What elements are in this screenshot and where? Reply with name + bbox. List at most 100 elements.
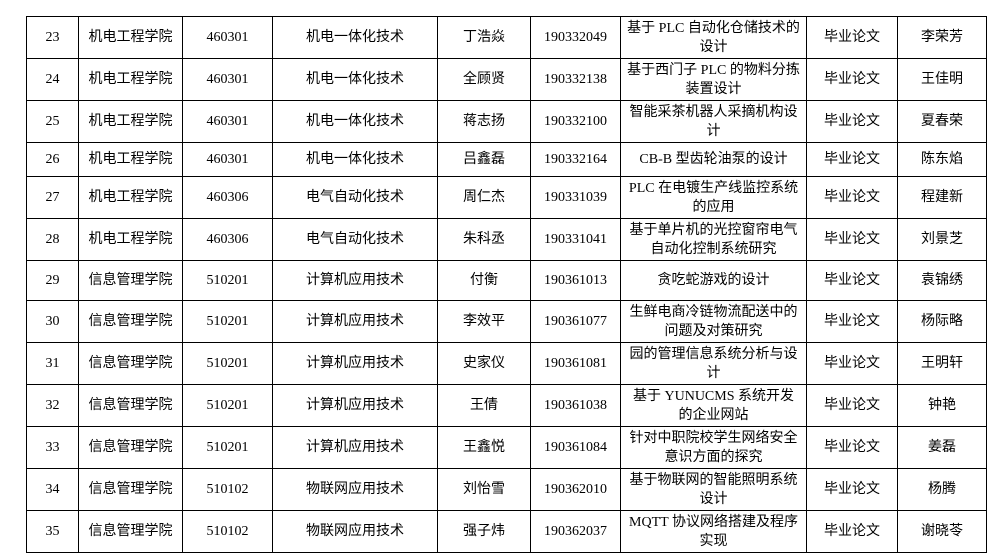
row-number-cell: 31 [26, 342, 79, 385]
work-type-cell: 毕业论文 [806, 342, 898, 385]
major-code-cell: 510201 [182, 384, 273, 427]
table-row: 28 机电工程学院 460306 电气自动化技术 朱科丞 190331041 基于单片机的光… [26, 218, 987, 261]
college-cell: 信息管理学院 [78, 260, 183, 301]
row-number-cell: 27 [26, 176, 79, 219]
major-code-cell: 460301 [182, 16, 273, 59]
row-number-cell: 32 [26, 384, 79, 427]
row-number-cell: 26 [26, 142, 79, 177]
major-cell: 物联网应用技术 [272, 468, 438, 511]
college-cell: 信息管理学院 [78, 510, 183, 553]
thesis-title-cell: 生鲜电商冷链物流配送中的问题及对策研究 [620, 300, 807, 343]
college-cell: 机电工程学院 [78, 58, 183, 101]
college-cell: 信息管理学院 [78, 384, 183, 427]
row-number-cell: 28 [26, 218, 79, 261]
major-cell: 机电一体化技术 [272, 142, 438, 177]
student-id-cell: 190361013 [530, 260, 621, 301]
student-name-cell: 强子炜 [437, 510, 531, 553]
student-name-cell: 刘怡雪 [437, 468, 531, 511]
college-cell: 信息管理学院 [78, 342, 183, 385]
student-id-cell: 190331039 [530, 176, 621, 219]
major-code-cell: 510201 [182, 426, 273, 469]
work-type-cell: 毕业论文 [806, 300, 898, 343]
thesis-title-cell: 针对中职院校学生网络安全意识方面的探究 [620, 426, 807, 469]
advisor-name-cell: 杨腾 [897, 468, 987, 511]
advisor-name-cell: 刘景芝 [897, 218, 987, 261]
major-cell: 机电一体化技术 [272, 58, 438, 101]
college-cell: 机电工程学院 [78, 218, 183, 261]
major-code-cell: 510102 [182, 510, 273, 553]
major-code-cell: 510102 [182, 468, 273, 511]
row-number-cell: 34 [26, 468, 79, 511]
table-row: 33 信息管理学院 510201 计算机应用技术 王鑫悦 190361084 针对中职院校学… [26, 426, 987, 469]
row-number-cell: 23 [26, 16, 79, 59]
advisor-name-cell: 李荣芳 [897, 16, 987, 59]
college-cell: 信息管理学院 [78, 468, 183, 511]
advisor-name-cell: 姜磊 [897, 426, 987, 469]
table-row: 25 机电工程学院 460301 机电一体化技术 蒋志扬 190332100 智能采茶机器人… [26, 100, 987, 143]
work-type-cell: 毕业论文 [806, 384, 898, 427]
student-name-cell: 李效平 [437, 300, 531, 343]
table-row: 31 信息管理学院 510201 计算机应用技术 史家仪 190361081 园的管理信息系… [26, 342, 987, 385]
table-row: 30 信息管理学院 510201 计算机应用技术 李效平 190361077 生鲜电商冷链物… [26, 300, 987, 343]
student-name-cell: 周仁杰 [437, 176, 531, 219]
major-cell: 计算机应用技术 [272, 426, 438, 469]
thesis-title-cell: 基于单片机的光控窗帘电气自动化控制系统研究 [620, 218, 807, 261]
work-type-cell: 毕业论文 [806, 510, 898, 553]
student-name-cell: 全顾贤 [437, 58, 531, 101]
college-cell: 机电工程学院 [78, 142, 183, 177]
student-name-cell: 蒋志扬 [437, 100, 531, 143]
student-id-cell: 190361081 [530, 342, 621, 385]
thesis-title-cell: MQTT 协议网络搭建及程序实现 [620, 510, 807, 553]
thesis-table: 23 机电工程学院 460301 机电一体化技术 丁浩焱 190332049 基于 PLC … [26, 16, 987, 553]
major-code-cell: 510201 [182, 260, 273, 301]
advisor-name-cell: 杨际略 [897, 300, 987, 343]
row-number-cell: 33 [26, 426, 79, 469]
thesis-title-cell: 基于物联网的智能照明系统设计 [620, 468, 807, 511]
thesis-title-cell: 园的管理信息系统分析与设计 [620, 342, 807, 385]
student-id-cell: 190332138 [530, 58, 621, 101]
major-cell: 物联网应用技术 [272, 510, 438, 553]
major-cell: 电气自动化技术 [272, 218, 438, 261]
student-id-cell: 190362010 [530, 468, 621, 511]
row-number-cell: 25 [26, 100, 79, 143]
student-id-cell: 190361084 [530, 426, 621, 469]
advisor-name-cell: 钟艳 [897, 384, 987, 427]
advisor-name-cell: 谢晓苓 [897, 510, 987, 553]
college-cell: 机电工程学院 [78, 176, 183, 219]
student-id-cell: 190362037 [530, 510, 621, 553]
major-code-cell: 460301 [182, 100, 273, 143]
student-id-cell: 190332100 [530, 100, 621, 143]
student-id-cell: 190361077 [530, 300, 621, 343]
advisor-name-cell: 王明轩 [897, 342, 987, 385]
table-row: 23 机电工程学院 460301 机电一体化技术 丁浩焱 190332049 基于 PLC … [26, 16, 987, 59]
student-id-cell: 190332049 [530, 16, 621, 59]
work-type-cell: 毕业论文 [806, 176, 898, 219]
work-type-cell: 毕业论文 [806, 142, 898, 177]
major-cell: 计算机应用技术 [272, 384, 438, 427]
work-type-cell: 毕业论文 [806, 58, 898, 101]
table-row: 26 机电工程学院 460301 机电一体化技术 吕鑫磊 190332164 CB-B 型齿… [26, 142, 987, 177]
college-cell: 信息管理学院 [78, 426, 183, 469]
thesis-title-cell: PLC 在电镀生产线监控系统的应用 [620, 176, 807, 219]
major-code-cell: 460306 [182, 176, 273, 219]
major-cell: 计算机应用技术 [272, 342, 438, 385]
row-number-cell: 35 [26, 510, 79, 553]
college-cell: 机电工程学院 [78, 16, 183, 59]
thesis-title-cell: 智能采茶机器人采摘机构设计 [620, 100, 807, 143]
work-type-cell: 毕业论文 [806, 16, 898, 59]
college-cell: 机电工程学院 [78, 100, 183, 143]
thesis-title-cell: 贪吃蛇游戏的设计 [620, 260, 807, 301]
college-cell: 信息管理学院 [78, 300, 183, 343]
major-code-cell: 460306 [182, 218, 273, 261]
table-row: 29 信息管理学院 510201 计算机应用技术 付衡 190361013 贪吃蛇游戏的设计… [26, 260, 987, 301]
thesis-title-cell: CB-B 型齿轮油泵的设计 [620, 142, 807, 177]
work-type-cell: 毕业论文 [806, 218, 898, 261]
student-name-cell: 王倩 [437, 384, 531, 427]
table-row: 24 机电工程学院 460301 机电一体化技术 全顾贤 190332138 基于西门子 P… [26, 58, 987, 101]
student-id-cell: 190361038 [530, 384, 621, 427]
thesis-title-cell: 基于西门子 PLC 的物料分拣装置设计 [620, 58, 807, 101]
major-cell: 计算机应用技术 [272, 260, 438, 301]
major-code-cell: 460301 [182, 58, 273, 101]
major-cell: 电气自动化技术 [272, 176, 438, 219]
table-row: 34 信息管理学院 510102 物联网应用技术 刘怡雪 190362010 基于物联网的智… [26, 468, 987, 511]
